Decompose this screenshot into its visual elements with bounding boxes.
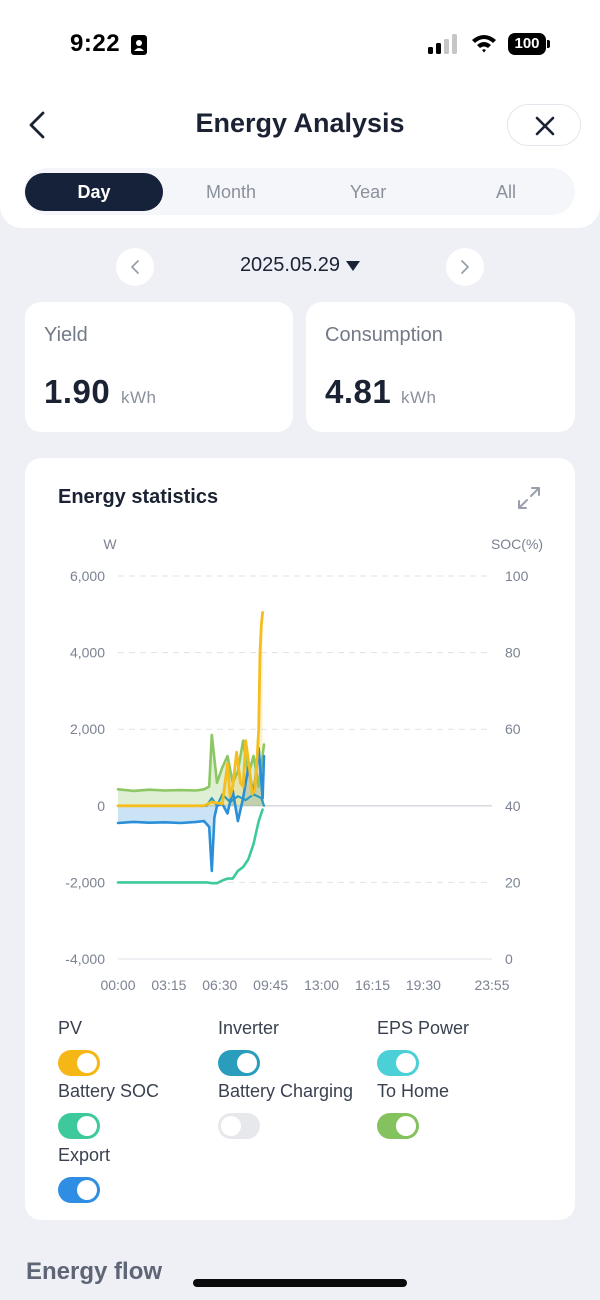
- legend-label: To Home: [377, 1081, 450, 1101]
- expand-icon: [518, 487, 540, 509]
- right-axis-label: SOC(%): [491, 536, 543, 552]
- legend-label: Inverter: [218, 1018, 280, 1038]
- toggle-knob: [237, 1053, 257, 1073]
- tab-year[interactable]: Year: [349, 182, 387, 202]
- pv-area: [118, 612, 263, 806]
- status-time: 9:22: [70, 30, 121, 57]
- legend-label: Export: [58, 1145, 111, 1165]
- date-value: 2025.05.29: [239, 254, 341, 276]
- y2-tick-label: 0: [505, 951, 513, 967]
- y2-tick-label: 80: [505, 645, 521, 661]
- battery-level: 100: [508, 33, 546, 55]
- cellular-signal-icon: [428, 34, 457, 54]
- legend-to-home[interactable]: To Home: [377, 1081, 450, 1139]
- legend-label: Battery Charging: [218, 1081, 354, 1101]
- export-toggle[interactable]: [58, 1177, 100, 1203]
- left-axis-label: W: [103, 536, 117, 552]
- legend-export[interactable]: Export: [58, 1145, 111, 1203]
- battery-soc-line: [116, 808, 264, 885]
- chart-title: Energy statistics: [58, 486, 219, 508]
- y2-tick-label: 40: [505, 798, 521, 814]
- y-tick-label: 4,000: [70, 645, 105, 661]
- legend-pv[interactable]: PV: [58, 1018, 100, 1076]
- y-tick-label: -2,000: [65, 874, 105, 890]
- consumption-card: Consumption 4.81 kWh: [306, 302, 575, 432]
- x-tick-label: 03:15: [151, 977, 186, 993]
- consumption-label: Consumption: [325, 324, 443, 346]
- toggle-knob: [396, 1116, 416, 1136]
- y2-tick-label: 60: [505, 721, 521, 737]
- y2-tick-label: 100: [505, 568, 529, 584]
- x-tick-label: 19:30: [406, 977, 441, 993]
- x-tick-label: 09:45: [253, 977, 288, 993]
- yield-label: Yield: [44, 324, 88, 346]
- back-button[interactable]: [24, 108, 54, 142]
- y-tick-label: 2,000: [70, 721, 105, 737]
- legend-battery-soc[interactable]: Battery SOC: [58, 1081, 160, 1139]
- close-button[interactable]: [507, 104, 581, 146]
- legend-label: PV: [58, 1018, 83, 1038]
- date-navigator: 2025.05.29: [0, 246, 600, 288]
- legend-battery-charging[interactable]: Battery Charging: [218, 1081, 354, 1139]
- y-tick-label: 6,000: [70, 568, 105, 584]
- yield-unit: kWh: [121, 388, 157, 407]
- toggle-knob: [77, 1180, 97, 1200]
- to-home-toggle[interactable]: [377, 1113, 419, 1139]
- legend-label: Battery SOC: [58, 1081, 160, 1101]
- consumption-unit: kWh: [401, 388, 437, 407]
- y-tick-label: 0: [97, 798, 105, 814]
- export-area: [118, 748, 264, 871]
- energy-statistics-card: Energy statistics W SOC(%) 6,000 100 4,000 80…: [25, 458, 575, 1220]
- expand-button[interactable]: [515, 484, 543, 512]
- x-tick-label: 13:00: [304, 977, 339, 993]
- toggle-knob: [77, 1116, 97, 1136]
- legend-inverter[interactable]: Inverter: [218, 1018, 280, 1076]
- pv-toggle[interactable]: [58, 1050, 100, 1076]
- caret-down-icon: [346, 260, 361, 271]
- x-tick-label: 00:00: [100, 977, 135, 993]
- chevron-left-icon: [29, 111, 45, 139]
- toggle-knob: [396, 1053, 416, 1073]
- legend-label: EPS Power: [377, 1018, 470, 1038]
- tab-all[interactable]: All: [495, 182, 516, 202]
- page-title: Energy Analysis: [195, 108, 405, 138]
- status-bar: 9:22 100: [0, 0, 600, 90]
- toggle-knob: [77, 1053, 97, 1073]
- pv-line: [116, 611, 264, 808]
- battery-soc-toggle[interactable]: [58, 1113, 100, 1139]
- energy-flow-title: Energy flow: [26, 1258, 163, 1285]
- battery-nub: [547, 40, 550, 48]
- y2-tick-label: 20: [505, 874, 521, 890]
- toggle-knob: [221, 1116, 241, 1136]
- wifi-icon: [472, 35, 496, 53]
- chevron-right-icon: [461, 260, 469, 274]
- next-date-button[interactable]: [446, 248, 484, 286]
- battery-charging-toggle[interactable]: [218, 1113, 260, 1139]
- energy-chart[interactable]: W SOC(%) 6,000 100 4,000 80 2,000 60 0 40 -2,000 20…: [25, 528, 575, 998]
- chevron-left-icon: [131, 260, 139, 274]
- x-tick-label: 06:30: [202, 977, 237, 993]
- period-tabs: Day Month Year All: [24, 168, 575, 215]
- x-tick-label: 23:55: [474, 977, 509, 993]
- close-icon: [535, 116, 555, 136]
- yield-card: Yield 1.90 kWh: [25, 302, 293, 432]
- eps-power-toggle[interactable]: [377, 1050, 419, 1076]
- yield-value: 1.90: [44, 373, 111, 410]
- legend-eps-power[interactable]: EPS Power: [377, 1018, 470, 1076]
- previous-date-button[interactable]: [116, 248, 154, 286]
- inverter-toggle[interactable]: [218, 1050, 260, 1076]
- x-tick-label: 16:15: [355, 977, 390, 993]
- y-tick-label: -4,000: [65, 951, 105, 967]
- home-indicator: [193, 1279, 407, 1287]
- tab-day[interactable]: Day: [25, 173, 163, 211]
- tab-month[interactable]: Month: [205, 182, 257, 202]
- to-home-area: [118, 734, 264, 806]
- date-selector[interactable]: 2025.05.29: [200, 254, 400, 277]
- contact-card-icon: [131, 35, 147, 55]
- consumption-value: 4.81: [325, 373, 392, 410]
